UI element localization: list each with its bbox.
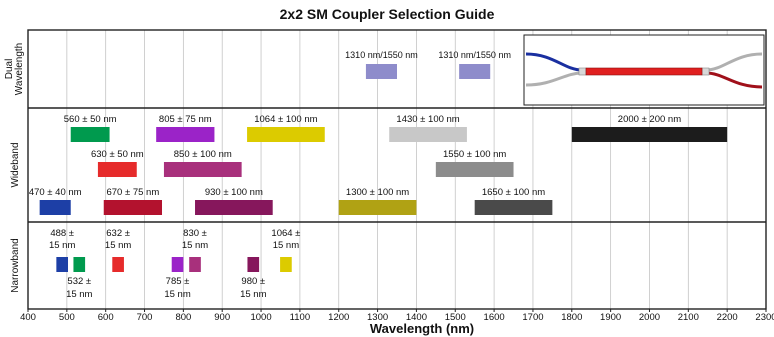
x-tick-label: 1400 (406, 312, 427, 323)
bar-wideband (195, 200, 273, 215)
bar-label-narrowband: 488 ± (50, 228, 74, 239)
x-tick-label: 1100 (290, 312, 310, 323)
x-tick-label: 2100 (678, 312, 699, 323)
bar-label-narrowband: 15 nm (182, 240, 208, 251)
plot-frame (27, 29, 767, 310)
bar-label-dual: 1310 nm/1550 nm (345, 50, 418, 60)
x-axis-label: Wavelength (nm) (369, 321, 475, 336)
bar-wideband (163, 162, 242, 177)
bar-wideband (97, 162, 137, 177)
x-tick-label: 1900 (600, 312, 621, 323)
bar-label-wideband: 560 ± 50 nm (64, 114, 117, 125)
bar-wideband (338, 200, 417, 215)
bar-label-wideband: 670 ± 75 nm (106, 187, 159, 198)
row-label-dual-wavelength: DualWavelength (4, 43, 25, 95)
bar-label-narrowband: 980 ± (241, 276, 265, 287)
bar-label-wideband: 1650 ± 100 nm (482, 187, 545, 198)
row-label-narrowband: Narrowband (10, 238, 21, 292)
strain-relief-left (578, 67, 587, 76)
x-tick-label: 700 (137, 312, 153, 323)
bar-label-wideband: 1300 ± 100 nm (346, 187, 409, 198)
bar-narrowband (247, 257, 260, 272)
bar-label-wideband: 2000 ± 200 nm (618, 114, 681, 125)
output-fiber-2 (705, 71, 763, 89)
x-tick-label: 800 (175, 312, 191, 323)
bar-label-wideband: 850 ± 100 nm (174, 149, 232, 160)
bar-wideband (571, 127, 728, 142)
bar-label-narrowband: 15 nm (66, 289, 92, 300)
bar-label-wideband: 630 ± 50 nm (91, 149, 144, 160)
bar-label-wideband: 1430 ± 100 nm (396, 114, 459, 125)
x-tick-label: 1500 (445, 312, 466, 323)
bar-wideband (156, 127, 215, 142)
bar-narrowband (280, 257, 292, 272)
x-tick-label: 600 (98, 312, 114, 323)
bar-narrowband (73, 257, 86, 272)
x-tick-label: 1800 (561, 312, 582, 323)
x-tick-label: 500 (59, 312, 75, 323)
bar-wideband (39, 200, 71, 215)
bar-label-narrowband: 830 ± (183, 228, 207, 239)
bar-narrowband (112, 257, 124, 272)
bar-dual (365, 64, 397, 79)
bar-label-narrowband: 632 ± (106, 228, 130, 239)
bar-label-wideband: 930 ± 100 nm (205, 187, 263, 198)
x-tick-label: 1700 (522, 312, 543, 323)
bar-wideband (70, 127, 110, 142)
row-label-wideband: Wideband (10, 142, 21, 187)
x-tick-label: 400 (20, 312, 36, 323)
bar-wideband (103, 200, 163, 215)
bar-label-dual: 1310 nm/1550 nm (438, 50, 511, 60)
input-fiber-1 (525, 52, 583, 72)
bar-label-wideband: 805 ± 75 nm (159, 114, 212, 125)
bar-label-narrowband: 15 nm (273, 240, 299, 251)
bar-narrowband (171, 257, 184, 272)
x-tick-label: 1000 (250, 312, 271, 323)
x-tick-label: 1600 (484, 312, 505, 323)
bar-wideband (435, 162, 514, 177)
output-fiber-1 (705, 52, 763, 72)
bar-label-wideband: 1550 ± 100 nm (443, 149, 506, 160)
bar-label-narrowband: 15 nm (240, 289, 266, 300)
x-tick-label: 2300 (755, 312, 774, 323)
bar-label-wideband: 1064 ± 100 nm (254, 114, 317, 125)
x-tick-label: 2000 (639, 312, 660, 323)
bar-wideband (247, 127, 325, 142)
bar-label-narrowband: 15 nm (49, 240, 75, 251)
bar-dual (459, 64, 491, 79)
bar-label-wideband: 470 ± 40 nm (29, 187, 82, 198)
bar-label-narrowband: 785 ± (166, 276, 190, 287)
bar-label-narrowband: 532 ± (67, 276, 91, 287)
x-tick-label: 1300 (367, 312, 388, 323)
bar-narrowband (189, 257, 201, 272)
x-tick-label: 1200 (328, 312, 349, 323)
chart-title: 2x2 SM Coupler Selection Guide (279, 6, 495, 22)
bar-label-narrowband: 1064 ± (271, 228, 300, 239)
bar-label-narrowband: 15 nm (105, 240, 131, 251)
x-tick-label: 2200 (717, 312, 738, 323)
bar-wideband (389, 127, 467, 142)
bar-wideband (474, 200, 553, 215)
input-fiber-2 (525, 71, 583, 87)
bar-narrowband (56, 257, 69, 272)
coupler-tube (585, 67, 703, 76)
x-tick-label: 900 (214, 312, 230, 323)
bar-label-narrowband: 15 nm (164, 289, 190, 300)
strain-relief-right (701, 67, 710, 76)
